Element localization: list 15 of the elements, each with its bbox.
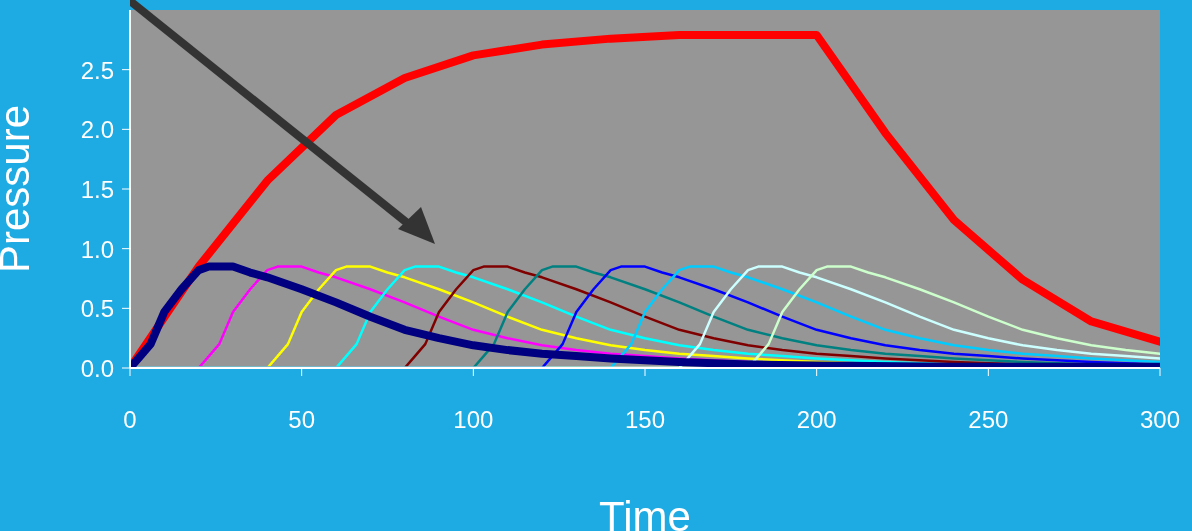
x-tick-label: 0 — [123, 406, 137, 433]
y-tick-label: 1.0 — [80, 235, 114, 263]
x-tick-label: 200 — [796, 406, 837, 433]
x-tick-label: 300 — [1139, 406, 1181, 433]
y-tick-label: 2.0 — [80, 116, 114, 144]
y-tick-label: 0.0 — [80, 355, 114, 382]
x-axis-title: Time — [599, 493, 691, 531]
y-tick-label: 1.5 — [80, 176, 114, 203]
x-tick-label: 150 — [624, 406, 666, 433]
y-axis-title: Pressure — [0, 104, 38, 274]
y-tick-label: 0.5 — [80, 295, 114, 323]
y-tick-label: 2.5 — [80, 56, 114, 84]
x-tick-label: 250 — [968, 406, 1009, 433]
x-tick-label: 50 — [288, 406, 316, 433]
x-tick-label: 100 — [453, 406, 494, 433]
